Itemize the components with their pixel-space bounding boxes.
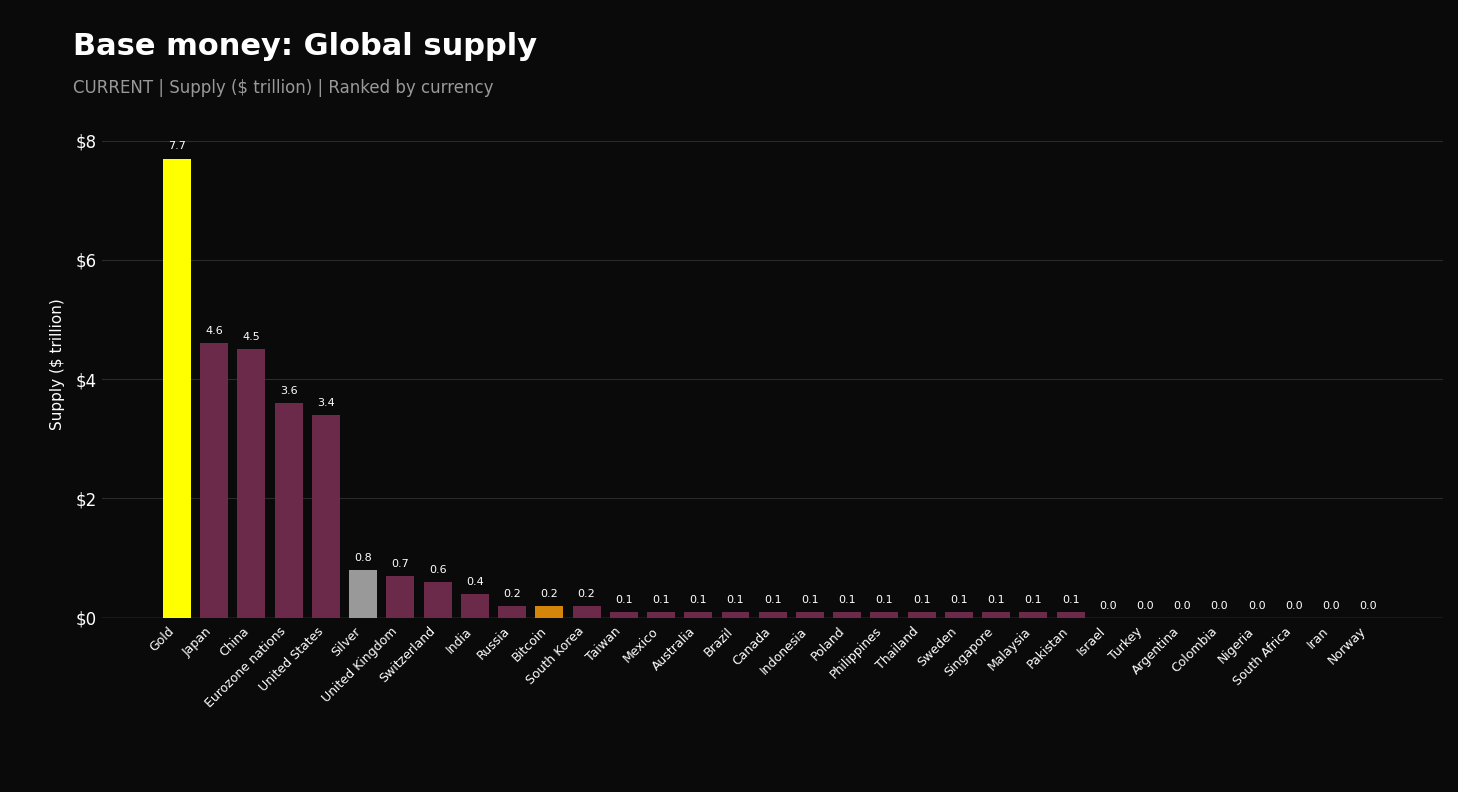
Text: 0.0: 0.0: [1174, 600, 1191, 611]
Bar: [722, 611, 749, 618]
Text: 0.7: 0.7: [392, 559, 410, 569]
Text: 3.6: 3.6: [280, 386, 297, 396]
Text: 0.1: 0.1: [876, 595, 894, 604]
Text: CURRENT | Supply ($ trillion) | Ranked by currency: CURRENT | Supply ($ trillion) | Ranked b…: [73, 79, 493, 97]
Text: 4.6: 4.6: [206, 326, 223, 337]
Text: 0.0: 0.0: [1322, 600, 1340, 611]
Bar: [350, 570, 378, 618]
Bar: [573, 606, 601, 618]
Text: 0.2: 0.2: [503, 588, 521, 599]
Text: 0.4: 0.4: [467, 577, 484, 587]
Text: 0.0: 0.0: [1360, 600, 1378, 611]
Bar: [796, 611, 824, 618]
Text: 0.1: 0.1: [652, 595, 669, 604]
Bar: [758, 611, 787, 618]
Bar: [945, 611, 972, 618]
Text: 0.1: 0.1: [690, 595, 707, 604]
Text: 0.2: 0.2: [577, 588, 595, 599]
Bar: [461, 594, 488, 618]
Text: Base money: Global supply: Base money: Global supply: [73, 32, 537, 61]
Text: 0.2: 0.2: [541, 588, 558, 599]
Bar: [983, 611, 1010, 618]
Text: 0.0: 0.0: [1099, 600, 1117, 611]
Bar: [535, 606, 563, 618]
Text: 4.5: 4.5: [242, 333, 261, 342]
Text: 0.0: 0.0: [1136, 600, 1153, 611]
Text: 0.6: 0.6: [429, 565, 446, 575]
Text: 0.1: 0.1: [987, 595, 1005, 604]
Text: 0.1: 0.1: [764, 595, 781, 604]
Text: 0.1: 0.1: [1025, 595, 1042, 604]
Bar: [833, 611, 862, 618]
Text: 0.1: 0.1: [615, 595, 633, 604]
Bar: [386, 576, 414, 618]
Bar: [312, 415, 340, 618]
Text: 0.1: 0.1: [726, 595, 745, 604]
Bar: [163, 158, 191, 618]
Bar: [1019, 611, 1047, 618]
Text: 0.1: 0.1: [838, 595, 856, 604]
Bar: [609, 611, 637, 618]
Bar: [1057, 611, 1085, 618]
Bar: [908, 611, 936, 618]
Text: 0.1: 0.1: [951, 595, 968, 604]
Text: 3.4: 3.4: [316, 398, 335, 408]
Text: 0.1: 0.1: [1061, 595, 1079, 604]
Text: 0.1: 0.1: [800, 595, 819, 604]
Bar: [647, 611, 675, 618]
Bar: [684, 611, 713, 618]
Text: 0.8: 0.8: [354, 553, 372, 563]
Bar: [424, 582, 452, 618]
Y-axis label: Supply ($ trillion): Supply ($ trillion): [50, 299, 64, 430]
Text: 0.0: 0.0: [1248, 600, 1266, 611]
Text: 0.0: 0.0: [1210, 600, 1228, 611]
Bar: [200, 344, 229, 618]
Bar: [274, 403, 303, 618]
Text: 0.0: 0.0: [1284, 600, 1303, 611]
Text: 0.1: 0.1: [913, 595, 930, 604]
Text: 7.7: 7.7: [168, 142, 187, 151]
Bar: [238, 349, 265, 618]
Bar: [499, 606, 526, 618]
Bar: [870, 611, 898, 618]
